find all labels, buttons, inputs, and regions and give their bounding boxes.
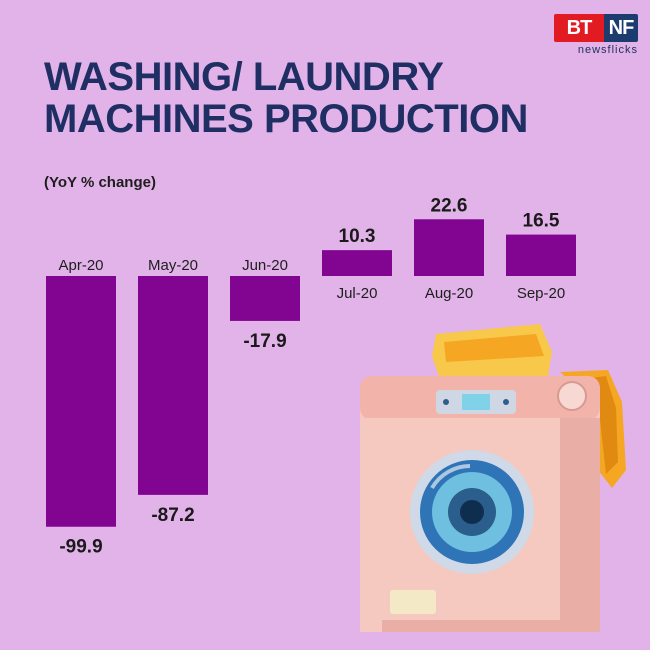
value-label: 16.5 [523, 211, 560, 232]
bar-jun-20 [230, 276, 300, 321]
category-label: May-20 [148, 257, 198, 274]
bar-sep-20 [506, 234, 576, 276]
page-title: WASHING/ LAUNDRY MACHINES PRODUCTION [44, 56, 528, 140]
category-label: Jun-20 [242, 257, 288, 274]
brand-logo-nf: NF [604, 14, 638, 42]
bar-may-20 [138, 276, 208, 495]
bar-aug-20 [414, 219, 484, 276]
brand-logo-box: BT NF [554, 14, 638, 42]
detergent-drawer [390, 590, 436, 614]
value-label: 10.3 [339, 226, 376, 247]
title-line-1: WASHING/ LAUNDRY [44, 55, 444, 99]
value-label: -87.2 [151, 505, 194, 526]
value-label: -99.9 [59, 537, 102, 558]
title-line-2: MACHINES PRODUCTION [44, 97, 528, 141]
brand-logo-bt: BT [554, 14, 604, 42]
category-label: Aug-20 [425, 285, 473, 302]
value-label: 22.6 [431, 195, 468, 216]
category-label: Sep-20 [517, 285, 565, 302]
value-label: -17.9 [243, 331, 286, 352]
brand-logo-subtitle: newsflicks [577, 44, 638, 56]
dial-knob [557, 381, 587, 411]
category-label: Apr-20 [58, 257, 103, 274]
bar-jul-20 [322, 250, 392, 276]
category-label: Jul-20 [337, 285, 378, 302]
bar-apr-20 [46, 276, 116, 527]
brand-logo: BT NF newsflicks [554, 14, 638, 56]
chart-subtitle: (YoY % change) [44, 174, 156, 191]
